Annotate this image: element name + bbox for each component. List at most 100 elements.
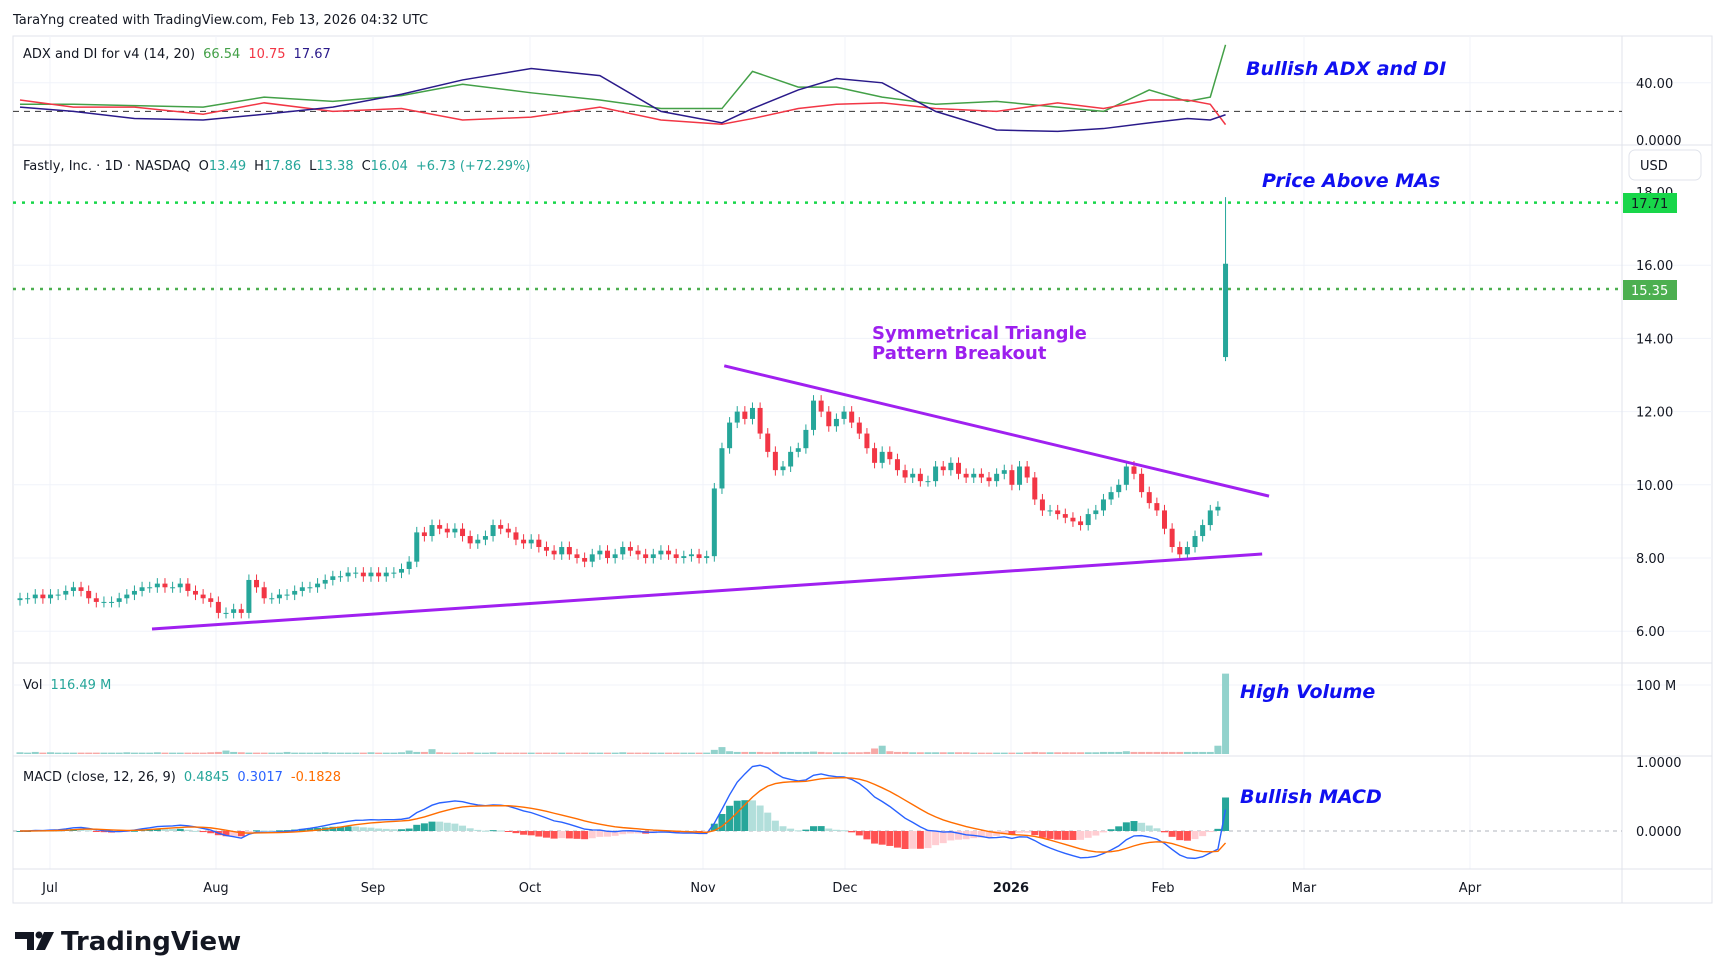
annotation-macd[interactable]: Bullish MACD <box>1240 786 1382 808</box>
candle <box>864 428 870 454</box>
macd-histogram-bar <box>1214 828 1222 831</box>
candle-body <box>818 400 824 412</box>
macd-histogram-bar <box>1031 831 1039 836</box>
volume-bar <box>100 752 108 754</box>
annotation-volume[interactable]: High Volume <box>1240 681 1375 703</box>
annotation-price[interactable]: Price Above MAs <box>1262 170 1440 192</box>
volume-bar <box>344 752 352 754</box>
volume-bar <box>54 752 62 754</box>
volume-bar <box>665 752 673 754</box>
candle-body <box>582 558 588 562</box>
volume-bar <box>947 752 955 754</box>
volume-bar <box>672 752 680 754</box>
candle-body <box>788 451 794 467</box>
volume-bar <box>115 752 123 754</box>
candle <box>1207 504 1213 531</box>
candle <box>1024 461 1030 483</box>
candle-body <box>70 587 76 591</box>
candle-body <box>795 448 801 452</box>
candle <box>551 545 557 560</box>
candle-body <box>1154 503 1160 511</box>
candle-body <box>559 547 565 555</box>
volume-bar <box>604 752 612 754</box>
macd-histogram-bar <box>886 831 894 846</box>
candle <box>116 592 122 608</box>
candle-body <box>620 547 626 555</box>
candle-body <box>55 594 61 596</box>
candle <box>261 581 267 604</box>
volume-bar <box>741 751 749 754</box>
annotation-adx[interactable]: Bullish ADX and DI <box>1246 58 1446 80</box>
annotation-triangle-line2[interactable]: Pattern Breakout <box>872 343 1047 364</box>
macd-histogram-bar <box>504 831 512 832</box>
candle-body <box>292 590 298 595</box>
price-tick: 10.00 <box>1636 479 1673 494</box>
candle <box>1154 497 1160 516</box>
volume-bar <box>298 752 306 754</box>
macd-histogram-bar <box>558 831 566 839</box>
candle-body <box>231 609 237 613</box>
candle-body <box>254 579 260 588</box>
plus-di-value: 66.54 <box>203 47 240 62</box>
candle <box>849 406 855 429</box>
candle-body <box>1093 510 1099 515</box>
candle <box>566 541 572 560</box>
volume-bar <box>153 752 161 754</box>
volume-bar <box>764 752 772 754</box>
candle <box>978 468 984 483</box>
time-tick: Sep <box>361 881 386 896</box>
volume-bar <box>306 752 314 754</box>
volume-bar <box>1061 752 1069 754</box>
volume-bar <box>260 752 268 754</box>
candle-body <box>772 451 778 471</box>
candle-body <box>482 536 488 540</box>
candle-body <box>307 587 313 589</box>
candle-body <box>1123 466 1129 485</box>
candle <box>910 468 916 483</box>
candle-body <box>1078 521 1084 526</box>
volume-bar <box>825 752 833 754</box>
candle-body <box>1192 536 1198 548</box>
currency-button[interactable] <box>1628 149 1702 181</box>
candle <box>276 589 282 604</box>
candle <box>803 424 809 454</box>
macd-legend[interactable]: MACD (close, 12, 26, 9) 0.4845 0.3017 -0.18… <box>23 770 341 785</box>
tradingview-logo[interactable]: TradingView <box>15 927 241 957</box>
candle-body <box>643 554 649 558</box>
adx-legend[interactable]: ADX and DI for v4 (14, 20) 66.54 10.75 17.6… <box>23 47 331 62</box>
volume-bar <box>939 752 947 754</box>
macd-histogram-bar <box>100 831 108 833</box>
volume-bar <box>817 751 825 754</box>
candle <box>1078 515 1084 531</box>
volume-bar <box>443 752 451 754</box>
volume-bar <box>1008 752 1016 754</box>
candle-body <box>1177 547 1183 555</box>
candle <box>749 402 755 425</box>
macd-histogram-bar <box>329 826 337 831</box>
price-legend[interactable]: Fastly, Inc. · 1D · NASDAQ O13.49 H17.86 L1… <box>23 159 530 174</box>
macd-histogram-bar <box>1107 829 1115 831</box>
volume-bar <box>146 752 154 754</box>
candle <box>498 519 504 535</box>
volume-bar <box>687 752 695 754</box>
volume-legend[interactable]: Vol 116.49 M <box>23 678 111 693</box>
candle-body <box>1215 506 1221 511</box>
candle-body <box>574 554 580 558</box>
volume-bar <box>466 752 474 754</box>
candle-body <box>971 473 977 478</box>
low-value: 13.38 <box>316 159 353 174</box>
volume-bar <box>848 752 856 754</box>
annotation-triangle-line1[interactable]: Symmetrical Triangle <box>872 323 1087 344</box>
volume-bar <box>123 752 131 754</box>
candle <box>1223 197 1229 362</box>
logo-mark-slash-icon <box>36 932 54 950</box>
volume-bar <box>16 752 24 754</box>
macd-histogram-bar <box>459 825 467 831</box>
volume-bar <box>481 752 489 754</box>
candle-body <box>543 547 549 551</box>
grid <box>13 36 1712 869</box>
volume-bar <box>1199 751 1207 754</box>
candle-body <box>673 554 679 558</box>
candle <box>711 482 717 562</box>
